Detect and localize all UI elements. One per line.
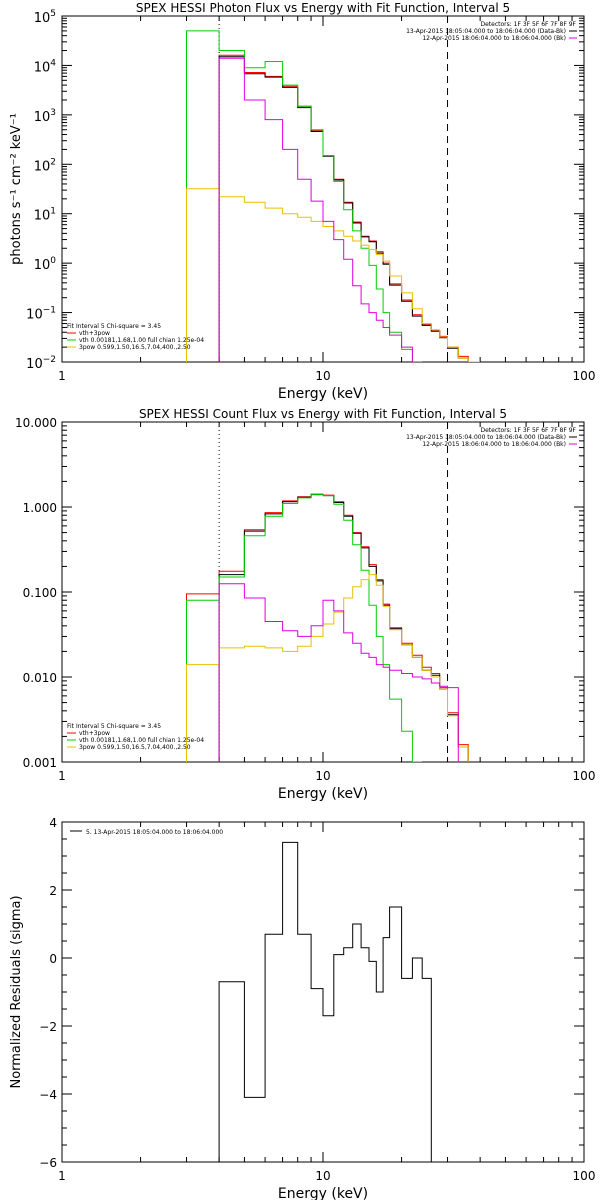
y-tick-label: 105 [34,9,56,26]
series-data [218,494,469,762]
chart-panel-3: 1 10 100 4 2 0 −2 −4 −6 Energy (keV) Normalized Re… [9,816,596,1202]
chart-panel-1: 1 10 100 105 104 103 102 101 100 10−1 10−2 SPEX HES… [9,1,595,402]
series-data [218,56,469,362]
x-axis-label: Energy (keV) [278,386,368,402]
legend-top-entry: 13-Apr-2015 18:05:04.000 to 18:06:04.000… [406,434,566,441]
y-tick-label: 103 [34,108,56,125]
x-tick-label: 10 [315,1169,330,1183]
legend-bottom-entry: vth+3pow [79,330,110,337]
series-bk [218,583,459,762]
legend-bottom-entry: 3pow 0.599,1.50,16.5,7.04,400.,2.50 [79,344,191,351]
y-tick-label: 10.000 [15,416,57,430]
chart-title: SPEX HESSI Count Flux vs Energy with Fit… [139,407,507,421]
legend-bottom-entry: Fit Interval 5 Chi-square = 3.45 [67,723,161,730]
series-bk [218,57,423,362]
legend-bottom-entry: vth 0.00181,1.68,1.00 full chian 1.25e-0… [79,737,204,744]
series-vth-3pow [186,493,469,762]
x-tick-label: 1 [58,769,66,783]
x-tick-label: 1 [58,369,66,383]
legend-top-entry: 12-Apr-2015 18:06:04.000 to 18:06:04.000… [422,441,566,448]
y-tick-label: 0.001 [23,756,57,770]
legend-bottom-entry: 3pow 0.599,1.50,16.5,7.04,400.,2.50 [79,744,191,751]
x-tick-label: 1 [58,1169,66,1183]
series-vth [186,30,423,362]
series-3pow [186,188,481,362]
x-tick-label: 100 [573,769,596,783]
x-tick-label: 100 [573,1169,596,1183]
y-tick-label: 0.010 [23,671,57,685]
series-3pow [186,574,469,762]
legend-bottom-entry: vth+3pow [79,730,110,737]
y-tick-label: 1.000 [23,501,57,515]
y-tick-label: 102 [34,157,56,174]
y-axis-label: photons s⁻¹ cm⁻² keV⁻¹ [9,113,24,265]
y-tick-label: 101 [34,207,56,224]
x-tick-label: 10 [315,769,330,783]
series-residuals [218,841,432,1162]
y-tick-label: 4 [49,816,57,830]
x-tick-label: 10 [315,369,330,383]
y-tick-label: 104 [34,58,57,75]
y-tick-label: 0.100 [23,586,57,600]
legend-top-entry: 12-Apr-2015 18:06:04.000 to 18:06:04.000… [422,35,566,42]
y-tick-label: 2 [49,884,57,898]
y-tick-label: 10−1 [26,306,56,323]
legend-bottom-entry: vth 0.00181,1.68,1.00 full chian 1.25e-0… [79,337,204,344]
series-vth [186,494,423,762]
chart-panel-2: 1 10 100 10.000 1.000 0.100 0.010 0.001 SPEX HES… [15,407,595,802]
x-axis-label: Energy (keV) [278,1186,368,1200]
x-axis-label: Energy (keV) [278,786,368,802]
y-tick-label: 100 [34,256,57,273]
legend-bottom-entry: Fit Interval 5 Chi-square = 3.45 [67,323,161,330]
y-tick-label: 0 [49,952,57,966]
y-axis-label: Normalized Residuals (sigma) [9,895,24,1088]
plot-frame [61,421,585,763]
y-tick-label: 10−2 [26,355,56,372]
legend-top-entry: 5. 13-Apr-2015 18:05:04.000 to 18:06:04.… [86,829,223,836]
y-tick-label: −4 [39,1088,57,1102]
x-tick-label: 100 [573,369,596,383]
legend-top-entry: Detectors: 1F 3F 5F 6F 7F 8F 9F [480,427,576,434]
chart-title: SPEX HESSI Photon Flux vs Energy with Fi… [136,1,510,15]
plot-frame [61,15,585,363]
y-tick-label: −6 [39,1156,57,1170]
legend-top-entry: Detectors: 1F 3F 5F 6F 7F 8F 9F [480,21,576,28]
legend-top-entry: 13-Apr-2015 18:05:04.000 to 18:06:04.000… [406,28,566,35]
y-tick-label: −2 [39,1020,57,1034]
